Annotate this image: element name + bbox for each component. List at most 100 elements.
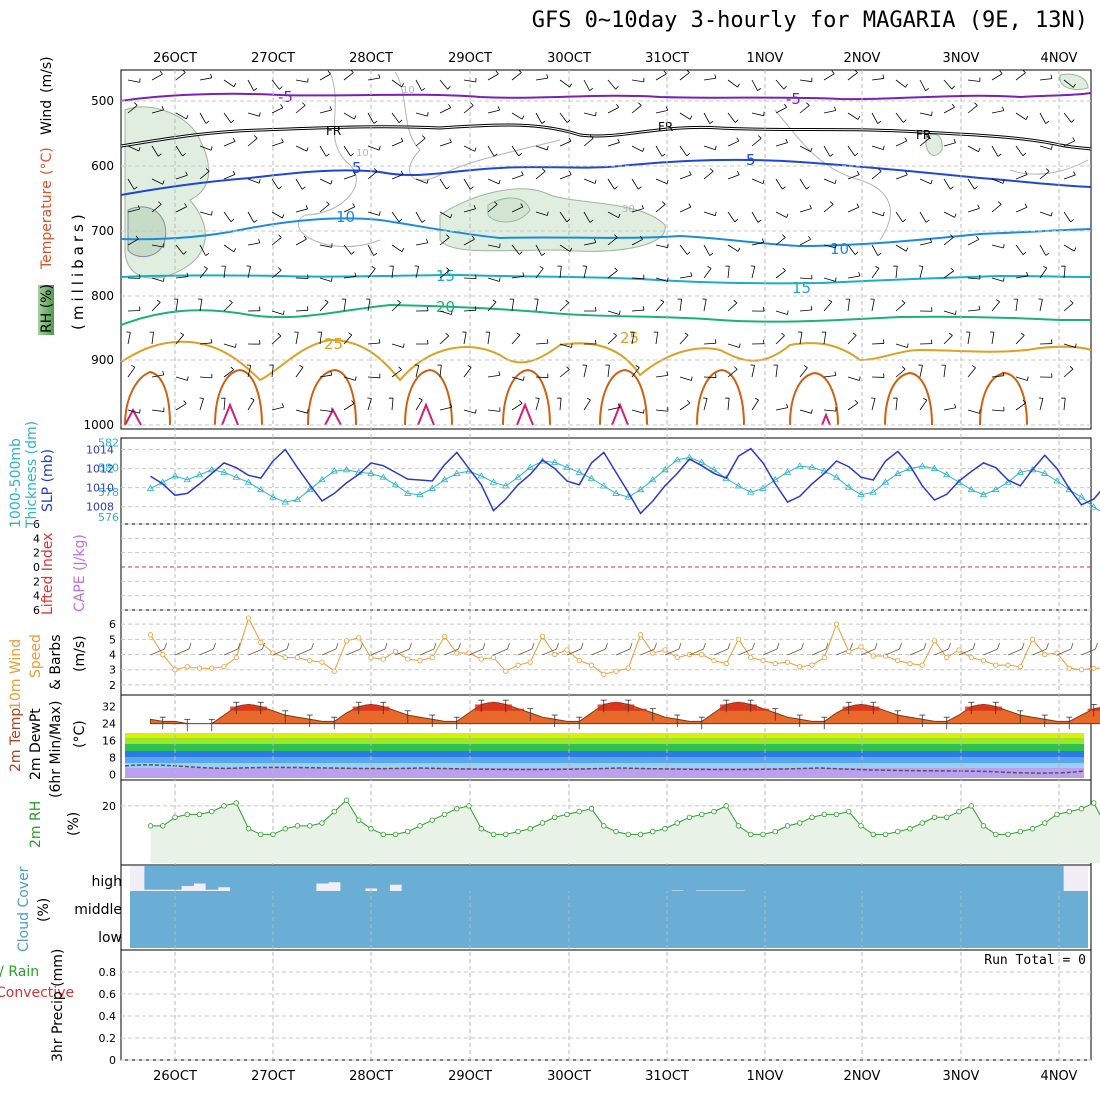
wind-barb — [775, 310, 788, 315]
wind-barb — [151, 302, 161, 312]
wind-barb — [642, 147, 645, 152]
temp-hot-band — [364, 704, 378, 711]
wind-barb — [895, 112, 904, 123]
wind-barb — [877, 252, 882, 256]
temp-hot-band — [487, 702, 500, 711]
wind-speed-point — [833, 621, 840, 627]
rh-point — [846, 808, 852, 815]
wind-barb — [828, 299, 832, 303]
cloud-high-bar — [658, 866, 672, 891]
wind-barb-10m — [517, 648, 533, 656]
wind-barb — [1022, 251, 1027, 255]
wind-barb — [319, 409, 332, 412]
rh-point — [760, 831, 766, 838]
wind-barb — [871, 145, 884, 150]
thickness-point — [428, 484, 436, 491]
wind-barb — [559, 174, 572, 180]
rh-point — [380, 831, 386, 838]
wind-barb — [247, 211, 255, 223]
wind-barb — [871, 398, 876, 411]
wind-barb — [487, 277, 500, 282]
cloud-high-bar — [867, 866, 880, 891]
wind-barb — [449, 138, 452, 143]
wind-barb — [271, 365, 274, 378]
thickness-point — [269, 493, 277, 500]
wind-speed-point — [895, 657, 901, 664]
rh-point — [147, 823, 154, 829]
cloud-high-bar — [609, 866, 623, 891]
wind-barb — [709, 252, 714, 256]
wind-barb — [859, 376, 861, 381]
wind-barb — [641, 204, 644, 209]
wind-barb — [1026, 271, 1029, 276]
wind-barb — [373, 168, 378, 172]
wind-barb — [583, 365, 588, 378]
wind-barb — [205, 168, 210, 172]
wind-speed-point — [735, 636, 742, 642]
wind-barb — [415, 266, 419, 279]
contour-label: FR — [658, 120, 673, 134]
wind-barb — [991, 145, 999, 157]
contour-label: 30 — [622, 204, 635, 215]
wind-barb — [175, 276, 188, 279]
wind-speed-point — [527, 659, 533, 665]
wind-barb — [782, 234, 786, 238]
wind-barb — [391, 211, 400, 223]
wind-barb — [353, 115, 357, 120]
rh-point — [895, 828, 901, 835]
wind-barb — [546, 74, 549, 79]
wind-barb — [175, 299, 179, 312]
rh-point — [294, 823, 301, 829]
wind-barb — [151, 332, 154, 345]
wind-barb — [568, 137, 572, 142]
cloud-high-bar — [266, 866, 280, 891]
thickness-point — [673, 456, 681, 463]
wind-barb — [852, 332, 857, 336]
wind-barb — [919, 79, 926, 91]
thickness-point — [930, 464, 939, 471]
wind-barb — [811, 409, 813, 414]
wind-barb — [727, 244, 739, 252]
wind-barb-10m — [801, 642, 804, 650]
wind-barb — [727, 343, 740, 348]
wind-speed-point — [490, 654, 497, 661]
axis-title-2m-rh: 2m RH — [28, 801, 44, 848]
wind-barb — [247, 266, 251, 279]
wind-barb — [1020, 332, 1025, 336]
wind-barb-10m — [286, 642, 290, 650]
wind-barb-10m — [468, 648, 484, 656]
y-tick-label-wind: 3 — [109, 664, 116, 677]
wind-barb — [967, 178, 975, 190]
thickness-point — [330, 467, 338, 474]
rh-point — [515, 828, 521, 835]
x-tick-label-bottom: 1NOV — [747, 1069, 784, 1084]
wind-barb — [203, 266, 208, 269]
wind-barb — [919, 178, 932, 185]
wind-barb — [271, 178, 279, 190]
wind-barb — [175, 145, 183, 157]
thickness-point — [306, 485, 314, 493]
cloud-level-labels: high middle low — [74, 874, 122, 946]
wind-barb — [199, 268, 208, 279]
wind-barb — [247, 399, 255, 411]
cloud-high-bar — [916, 866, 929, 891]
wind-barb — [660, 299, 665, 303]
wind-barb — [127, 366, 136, 378]
wind-barb — [348, 332, 353, 336]
wind-barb — [151, 145, 159, 157]
wind-barb — [715, 145, 717, 150]
wind-barb — [331, 277, 333, 282]
wind-barb-10m — [654, 642, 657, 650]
wind-barb — [151, 109, 164, 114]
wind-barb — [278, 186, 282, 190]
temp-hot-band — [756, 708, 770, 711]
cloud-high-bar — [205, 866, 219, 890]
wind-barb — [127, 332, 131, 345]
rh-point — [980, 823, 987, 829]
thickness-point — [220, 468, 228, 475]
rh-point — [650, 828, 656, 835]
wind-barb — [199, 397, 204, 399]
wind-barb — [302, 102, 306, 106]
rh-point — [478, 826, 484, 832]
wind-barb — [991, 110, 1004, 114]
